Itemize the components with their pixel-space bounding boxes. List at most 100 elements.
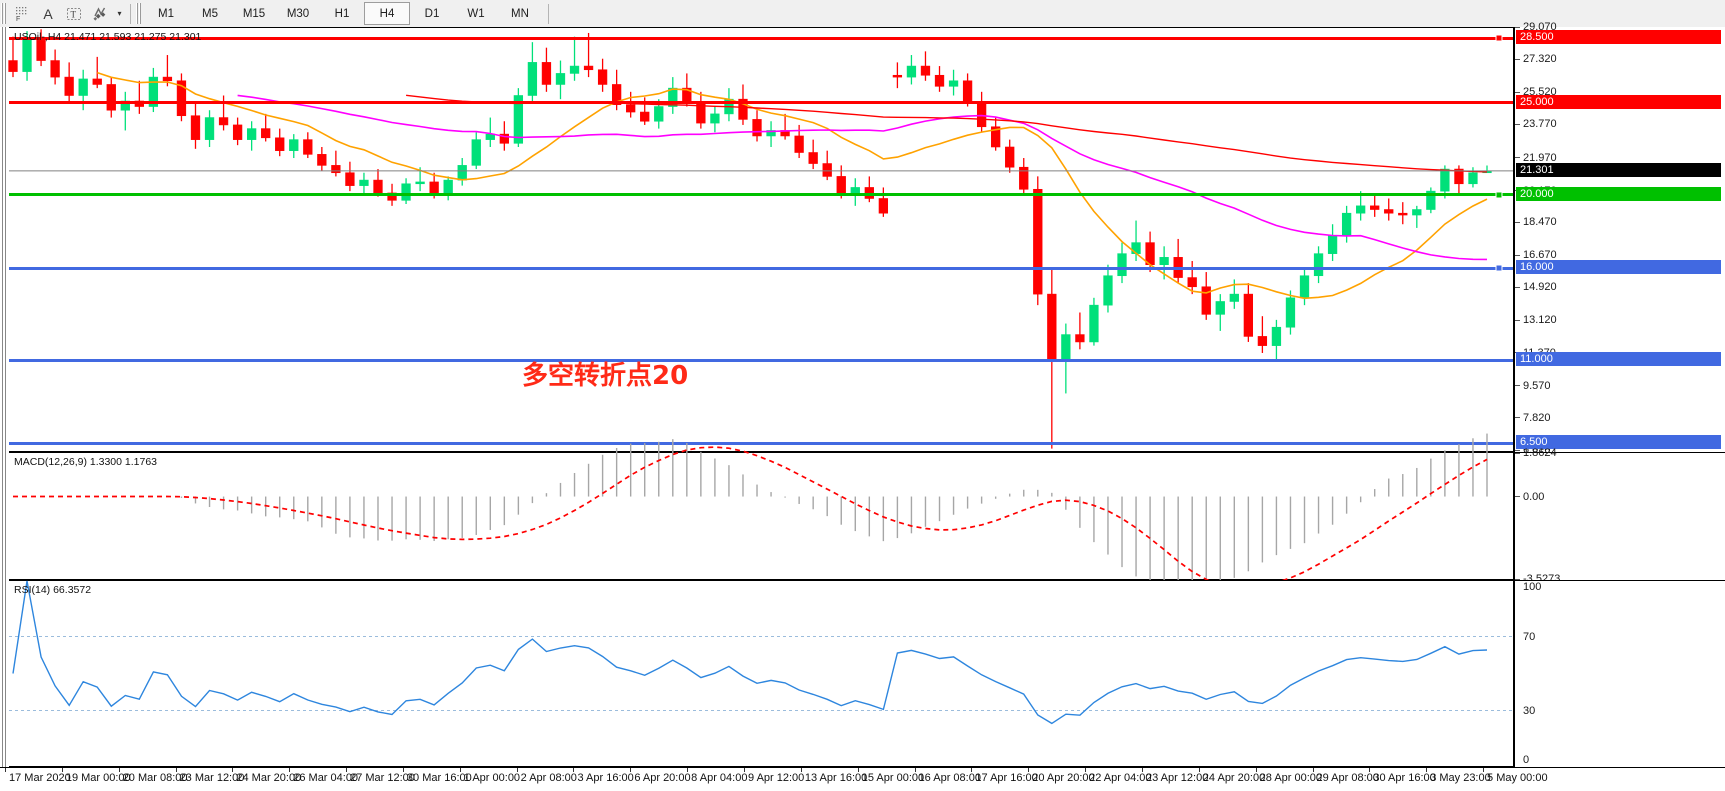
rsi-label: RSI(14) 66.3572 xyxy=(14,584,92,596)
price-axis[interactable]: 29.07027.32025.52023.77021.97020.17018.4… xyxy=(1514,21,1725,456)
price-chart-canvas xyxy=(8,29,1513,449)
timeframe-mn[interactable]: MN xyxy=(511,7,529,20)
time-axis-label: 28 Apr 00:00 xyxy=(1259,772,1323,784)
price-tick: 29.070 xyxy=(1515,21,1557,33)
price-level-line-16.000[interactable] xyxy=(9,266,1513,270)
time-axis-label: 9 Apr 12:00 xyxy=(748,772,805,784)
macd-tick: 0.00 xyxy=(1515,491,1544,503)
toolbar-divider-2 xyxy=(548,3,549,24)
timeframe-h1[interactable]: H1 xyxy=(334,7,350,20)
toolbar: F A T ▾ M1 M5 M15 M30 H1 H4 D1 W1 MN xyxy=(0,0,1725,28)
time-tick-mark xyxy=(1085,768,1087,772)
time-axis[interactable]: 17 Mar 2020 19 Mar 00:00 20 Mar 08:00 23 Ma… xyxy=(0,767,1725,791)
rsi-pane[interactable]: RSI(14) 66.3572 xyxy=(9,580,1514,767)
time-tick-mark xyxy=(5,768,6,772)
rsi-tick-label: 100 xyxy=(1523,581,1542,593)
time-tick-mark xyxy=(1028,768,1030,772)
time-axis-label: 26 Mar 04:00 xyxy=(293,772,359,784)
price-tick-label: 13.120 xyxy=(1523,314,1557,327)
toolbar-divider xyxy=(130,3,131,24)
time-axis-label: 3 Apr 16:00 xyxy=(577,772,634,784)
timeframe-grip[interactable] xyxy=(136,3,141,24)
timeframe-w1[interactable]: W1 xyxy=(467,7,485,20)
time-tick-mark xyxy=(1198,768,1200,772)
time-axis-label: 1 Apr 00:00 xyxy=(463,772,521,784)
price-tick: 7.820 xyxy=(1515,412,1551,424)
time-tick-mark xyxy=(1141,768,1143,772)
time-axis-label: 27 Mar 12:00 xyxy=(350,772,415,784)
objects-icon[interactable] xyxy=(87,2,113,25)
timeframe-m1[interactable]: M1 xyxy=(158,7,174,20)
time-tick-mark xyxy=(857,768,859,772)
price-tick-label: 18.470 xyxy=(1523,215,1557,228)
toolbar-grip[interactable] xyxy=(1,3,6,24)
price-level-line-25.000[interactable] xyxy=(9,101,1513,105)
time-tick-mark xyxy=(289,768,291,772)
level-price-tag-6.500[interactable]: 6.500 xyxy=(1516,435,1721,450)
price-tick-label: 29.070 xyxy=(1523,21,1557,33)
price-tick-label: 27.320 xyxy=(1523,53,1557,66)
macd-pane[interactable]: MACD(12,26,9) 1.3300 1.1763 xyxy=(9,433,1514,603)
timeframe-m30[interactable]: M30 xyxy=(286,7,310,20)
level-price-tag-28.500[interactable]: 28.500 xyxy=(1516,30,1721,45)
time-axis-label: 5 May 00:00 xyxy=(1487,772,1548,784)
rsi-tick: 100 xyxy=(1515,581,1541,593)
time-axis-label: 23 Mar 12:00 xyxy=(179,772,245,784)
price-tick: 13.120 xyxy=(1515,314,1557,326)
text-box-icon[interactable]: T xyxy=(61,2,87,25)
time-tick-mark xyxy=(232,768,234,772)
timeframe-m15[interactable]: M15 xyxy=(242,7,266,20)
time-axis-label: 16 Apr 08:00 xyxy=(918,772,981,784)
rsi-tick-label: 30 xyxy=(1523,704,1536,717)
macd-canvas xyxy=(13,433,1488,603)
price-level-line-11.000[interactable] xyxy=(9,358,1513,362)
crosshair-f-icon[interactable]: F xyxy=(9,2,35,25)
time-axis-label: 23 Apr 12:00 xyxy=(1145,772,1209,784)
level-handle-16.000[interactable] xyxy=(1495,264,1503,272)
timeframe-bar: M1 M5 M15 M30 H1 H4 D1 W1 MN xyxy=(144,2,542,25)
rsi-axis: 100 70 30 0 xyxy=(1514,580,1725,767)
svg-text:F: F xyxy=(16,16,20,22)
price-level-line-20.000[interactable] xyxy=(9,193,1513,197)
price-tick-label: 16.670 xyxy=(1523,249,1557,262)
time-tick-mark xyxy=(573,768,575,772)
price-level-line-28.500[interactable] xyxy=(9,36,1513,40)
chart-annotation-text: 多空转折点20 xyxy=(522,361,689,391)
time-tick-mark xyxy=(459,768,461,772)
time-axis-label: 24 Apr 20:00 xyxy=(1202,772,1266,784)
price-tick: 9.570 xyxy=(1515,380,1551,392)
time-tick-mark xyxy=(971,768,973,772)
timeframe-h4[interactable]: H4 xyxy=(364,2,410,25)
time-tick-mark xyxy=(744,768,746,772)
text-label-icon[interactable]: A xyxy=(35,2,61,25)
macd-tick-label: 1.8624 xyxy=(1523,447,1557,459)
chevron-down-icon[interactable]: ▾ xyxy=(117,9,122,18)
level-price-tag-11.000[interactable]: 11.000 xyxy=(1516,352,1721,367)
time-axis-label: 19 Mar 00:00 xyxy=(65,772,131,784)
time-axis-label: 8 Apr 04:00 xyxy=(691,772,748,784)
time-axis-label: 2 Apr 08:00 xyxy=(520,772,577,784)
rsi-canvas xyxy=(9,580,1513,725)
level-price-tag-16.000[interactable]: 16.000 xyxy=(1516,260,1721,275)
time-axis-label: 3 May 23:00 xyxy=(1430,772,1491,784)
price-level-line-6.500[interactable] xyxy=(9,441,1513,445)
time-tick-mark xyxy=(1255,768,1257,772)
macd-tick: 1.8624 xyxy=(1515,447,1557,459)
timeframe-d1[interactable]: D1 xyxy=(424,7,440,20)
time-axis-label: 15 Apr 00:00 xyxy=(861,772,925,784)
level-handle-20.000[interactable] xyxy=(1495,191,1503,199)
price-tick: 16.670 xyxy=(1515,249,1557,261)
time-axis-label: 6 Apr 20:00 xyxy=(634,772,691,784)
time-tick-mark xyxy=(346,768,348,772)
svg-text:T: T xyxy=(71,9,77,19)
time-tick-mark xyxy=(175,768,177,772)
level-price-tag-20.000[interactable]: 20.000 xyxy=(1516,186,1721,201)
time-tick-mark xyxy=(118,768,120,772)
timeframe-m5[interactable]: M5 xyxy=(202,7,218,20)
rsi-tick-label: 70 xyxy=(1523,630,1536,643)
time-axis-label: 17 Apr 16:00 xyxy=(975,772,1038,784)
level-handle-28.500[interactable] xyxy=(1495,34,1503,42)
level-price-tag-25.000[interactable]: 25.000 xyxy=(1516,94,1721,109)
price-pane[interactable]: USOil-,H4 21.471 21.593 21.275 21.301 多空… xyxy=(8,27,1514,452)
time-tick-mark xyxy=(687,768,689,772)
